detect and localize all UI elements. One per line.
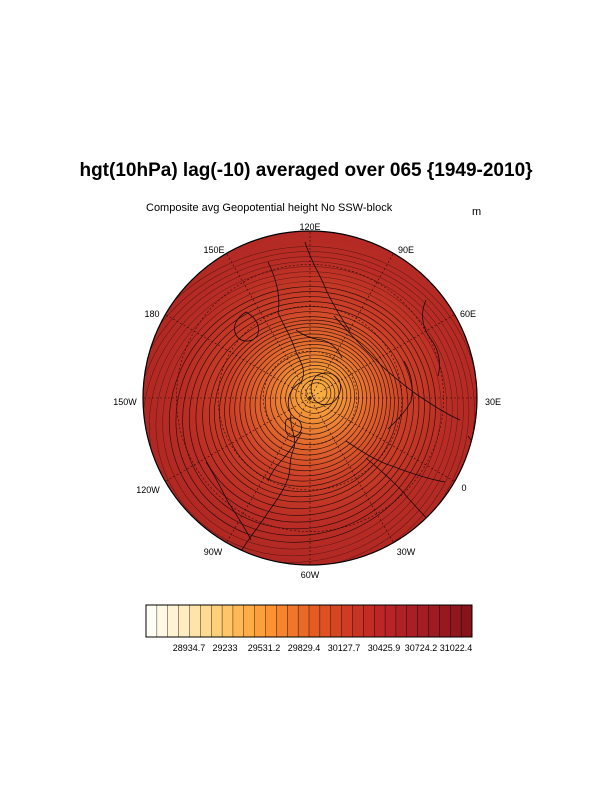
contour-line	[270, 358, 356, 440]
colorbar-box	[167, 604, 180, 638]
colorbar-box	[156, 604, 169, 638]
coastlines	[205, 241, 477, 554]
colorbar-box	[417, 604, 430, 638]
colorbar-box	[319, 604, 332, 638]
contour-line	[175, 291, 431, 536]
contour-line	[182, 296, 425, 530]
contour-line	[259, 351, 363, 451]
colorbar-box	[232, 604, 245, 638]
colorbar-box	[428, 604, 440, 638]
colorbar-box	[189, 604, 201, 638]
contour-line	[143, 246, 477, 565]
contour-line	[155, 276, 447, 557]
colorbar-tick-label: 30724.2	[404, 643, 438, 653]
latitude-circle	[262, 350, 358, 446]
lon-label-120e: 120E	[299, 222, 321, 232]
colorbar-box	[145, 604, 158, 638]
colorbar-tick-label: 30127.7	[327, 643, 361, 653]
contour-line	[295, 375, 336, 414]
latitude-circle	[217, 305, 403, 491]
colorbar-tick-label: 30425.9	[367, 643, 401, 653]
contour-line	[254, 347, 367, 456]
graticule	[143, 231, 477, 565]
lon-label-0: 0	[461, 483, 467, 493]
colorbar-box	[395, 604, 408, 638]
colorbar-box	[341, 604, 353, 638]
colorbar-box	[276, 604, 288, 638]
colorbar-box	[243, 604, 256, 638]
contour-line	[202, 311, 409, 510]
colorbar-box	[221, 604, 234, 638]
contour-line	[143, 251, 475, 565]
contour-line	[244, 340, 375, 466]
contour-line	[214, 319, 399, 498]
colorbar-box	[254, 604, 267, 638]
contour-line	[224, 326, 391, 487]
colorbar-box	[374, 604, 386, 638]
contour-line	[229, 330, 387, 482]
colorbar-box	[178, 604, 190, 638]
contour-line	[208, 316, 403, 503]
colorbar-box	[287, 604, 299, 638]
map-boundary	[142, 230, 478, 566]
colorbar-box	[406, 604, 419, 638]
lon-label-180: 180	[144, 309, 160, 319]
colorbar-tick-label: 29233	[212, 643, 238, 653]
colorbar-tick-label: 31022.4	[439, 643, 473, 653]
lon-label-90e: 90E	[397, 245, 415, 255]
lon-label-90w: 90W	[203, 547, 223, 557]
contour-line	[300, 379, 332, 409]
colorbar-box	[384, 604, 397, 638]
contour-line	[280, 365, 348, 430]
lon-label-120w: 120W	[136, 485, 160, 495]
plot-subtitle: Composite avg Geopotential height No SSW…	[146, 202, 393, 214]
colorbar-box	[439, 604, 451, 638]
colorbar-box	[210, 604, 223, 638]
colorbar-tick-label: 29531.2	[247, 643, 281, 653]
lon-label-150e: 150E	[203, 245, 225, 255]
contour-line	[290, 372, 340, 419]
colorbar-tick-label: 28934.7	[172, 643, 206, 653]
colorbar-box	[450, 604, 462, 638]
contour-line	[234, 333, 383, 477]
colorbar-box	[265, 604, 277, 638]
lon-label-60w: 60W	[300, 570, 320, 580]
colorbar-box	[200, 604, 212, 638]
contour-line	[219, 323, 395, 492]
contour-line	[188, 301, 420, 523]
contour-line	[239, 337, 379, 472]
colorbar-box	[330, 604, 343, 638]
plot-title: hgt(10hPa) lag(-10) averaged over 065 {1…	[79, 160, 533, 181]
lon-label-30e: 30E	[484, 397, 502, 407]
contour-line	[275, 361, 352, 435]
lon-label-150w: 150W	[113, 397, 137, 407]
colorbar-box	[308, 604, 321, 638]
colorbar-box	[363, 604, 375, 638]
lon-label-30w: 30W	[396, 547, 416, 557]
colorbar-box	[352, 604, 364, 638]
contour-line	[162, 281, 442, 550]
contour-line	[168, 286, 436, 543]
contour-line	[195, 306, 414, 516]
units-label: m	[472, 206, 482, 218]
colorbar-box	[297, 604, 310, 638]
lon-label-60e: 60E	[459, 309, 477, 319]
colorbar-box	[460, 604, 473, 638]
colorbar-tick-label: 29829.4	[287, 643, 321, 653]
